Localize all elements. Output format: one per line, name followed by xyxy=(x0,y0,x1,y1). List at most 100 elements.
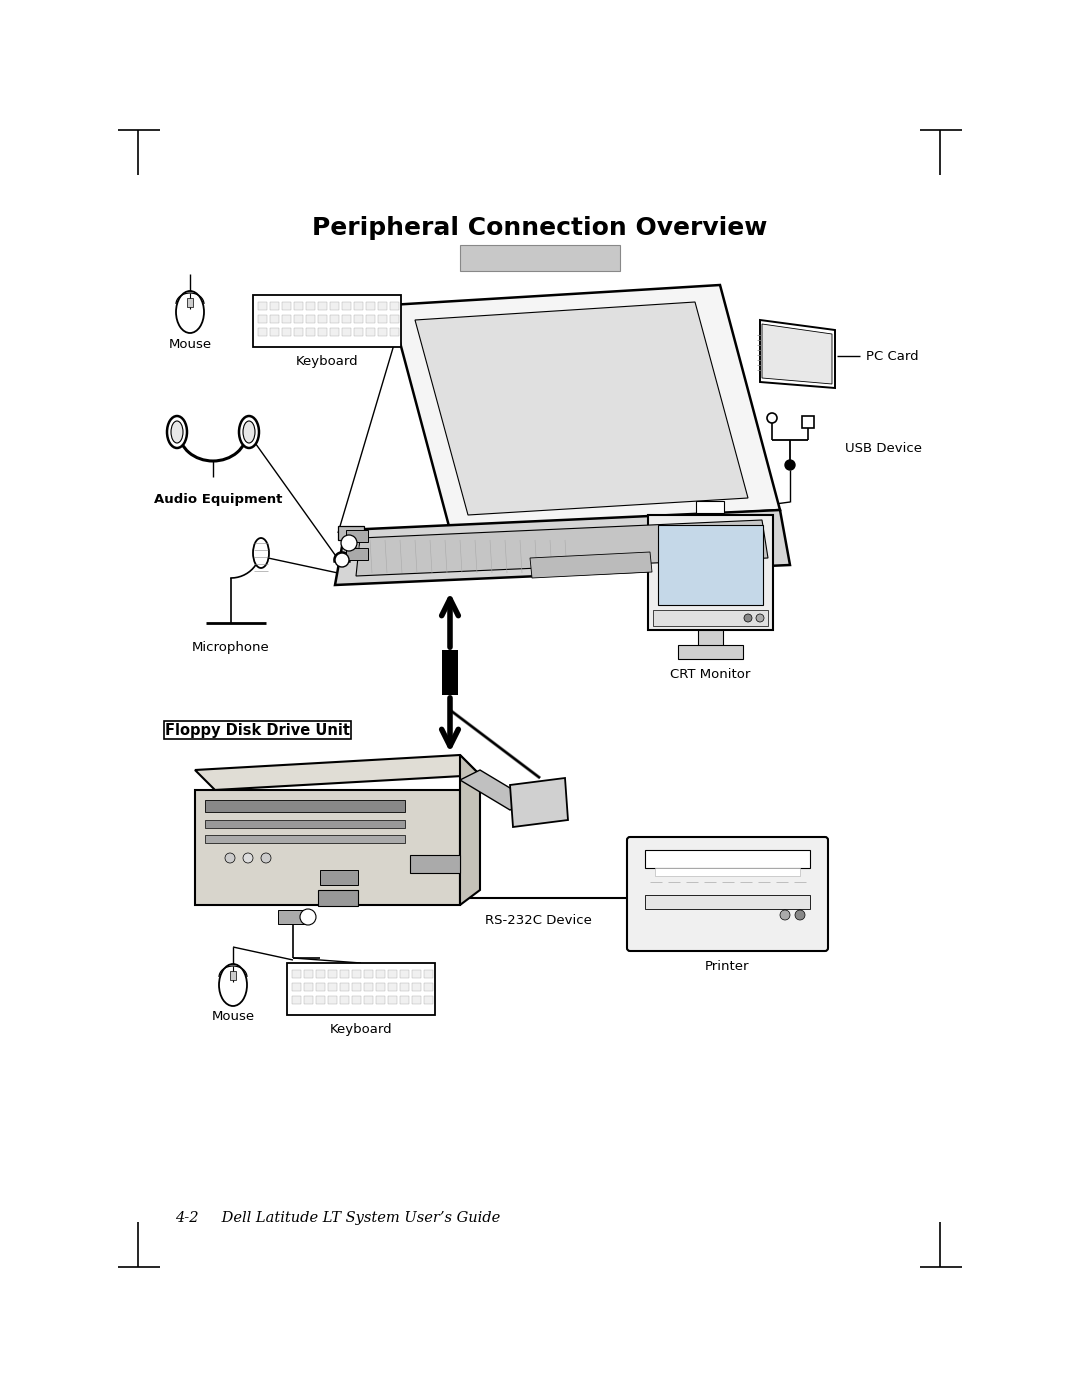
Bar xyxy=(278,909,306,923)
Bar xyxy=(258,302,267,310)
Bar xyxy=(390,314,399,323)
Bar xyxy=(424,983,433,990)
Bar xyxy=(205,800,405,812)
Bar xyxy=(303,970,313,978)
Ellipse shape xyxy=(243,420,255,443)
Bar xyxy=(306,302,315,310)
Polygon shape xyxy=(762,324,832,384)
Bar xyxy=(205,835,405,842)
Text: Mouse: Mouse xyxy=(168,338,212,351)
Bar xyxy=(316,970,325,978)
Circle shape xyxy=(335,553,349,567)
Polygon shape xyxy=(460,770,530,810)
Polygon shape xyxy=(510,778,568,827)
Bar xyxy=(282,302,291,310)
Bar xyxy=(802,416,814,427)
Bar xyxy=(410,855,460,873)
Bar xyxy=(460,244,620,271)
Polygon shape xyxy=(335,510,789,585)
Bar xyxy=(366,328,375,337)
Bar xyxy=(346,529,368,542)
Bar xyxy=(187,298,193,307)
Bar xyxy=(318,314,327,323)
Bar xyxy=(376,983,384,990)
Bar xyxy=(654,868,800,876)
Bar xyxy=(400,970,409,978)
Ellipse shape xyxy=(167,416,187,448)
Ellipse shape xyxy=(176,291,204,332)
Bar xyxy=(328,970,337,978)
Bar xyxy=(318,302,327,310)
Bar xyxy=(678,645,743,659)
Circle shape xyxy=(300,909,316,925)
Bar xyxy=(328,996,337,1004)
Text: Microphone: Microphone xyxy=(192,641,270,655)
Text: Keyboard: Keyboard xyxy=(329,1023,392,1035)
Bar xyxy=(342,302,351,310)
Polygon shape xyxy=(760,320,835,388)
Bar xyxy=(330,314,339,323)
Bar xyxy=(306,314,315,323)
Polygon shape xyxy=(460,754,480,905)
Polygon shape xyxy=(390,285,780,529)
Polygon shape xyxy=(530,552,652,578)
Bar xyxy=(318,890,357,907)
Bar xyxy=(388,970,397,978)
Bar xyxy=(400,983,409,990)
Bar xyxy=(258,328,267,337)
Circle shape xyxy=(795,909,805,921)
Polygon shape xyxy=(415,302,748,515)
Bar xyxy=(338,527,364,541)
Bar xyxy=(294,328,303,337)
Bar xyxy=(258,314,267,323)
Bar xyxy=(230,971,237,981)
Bar xyxy=(388,983,397,990)
Bar xyxy=(698,630,723,648)
Bar xyxy=(364,996,373,1004)
Bar xyxy=(294,314,303,323)
Bar xyxy=(411,996,421,1004)
Circle shape xyxy=(756,615,764,622)
Bar xyxy=(653,610,768,626)
Text: 4-2     Dell Latitude LT System User’s Guide: 4-2 Dell Latitude LT System User’s Guide xyxy=(175,1211,500,1225)
Text: Peripheral Connection Overview: Peripheral Connection Overview xyxy=(312,217,768,240)
Bar xyxy=(318,328,327,337)
Bar xyxy=(376,970,384,978)
Bar xyxy=(400,996,409,1004)
Circle shape xyxy=(261,854,271,863)
Text: RS-232C Device: RS-232C Device xyxy=(485,914,592,926)
Text: Keyboard: Keyboard xyxy=(296,355,359,367)
Bar xyxy=(292,970,301,978)
Bar xyxy=(303,996,313,1004)
Bar xyxy=(364,970,373,978)
Bar xyxy=(376,996,384,1004)
Bar xyxy=(390,302,399,310)
Bar xyxy=(303,983,313,990)
Text: Audio Equipment: Audio Equipment xyxy=(153,493,282,507)
Bar xyxy=(378,302,387,310)
Bar xyxy=(282,328,291,337)
Polygon shape xyxy=(356,520,768,576)
Bar xyxy=(442,650,458,694)
Bar xyxy=(366,314,375,323)
Bar xyxy=(424,970,433,978)
Ellipse shape xyxy=(253,538,269,569)
Bar xyxy=(390,328,399,337)
Bar xyxy=(270,328,279,337)
Bar xyxy=(270,314,279,323)
Bar xyxy=(354,314,363,323)
Bar xyxy=(411,983,421,990)
Bar xyxy=(346,548,368,560)
Text: Floppy Disk Drive Unit: Floppy Disk Drive Unit xyxy=(165,722,350,738)
Bar xyxy=(330,328,339,337)
Text: USB Device: USB Device xyxy=(845,441,922,454)
Bar xyxy=(205,820,405,828)
Bar xyxy=(354,328,363,337)
Bar xyxy=(342,314,351,323)
Bar xyxy=(294,302,303,310)
Text: Printer: Printer xyxy=(705,960,750,972)
Circle shape xyxy=(744,615,752,622)
Bar xyxy=(378,314,387,323)
Bar xyxy=(366,302,375,310)
Bar xyxy=(658,525,762,605)
